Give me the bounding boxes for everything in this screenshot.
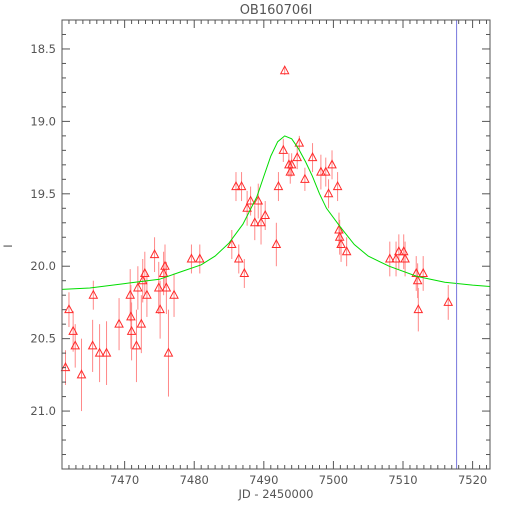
data-point [231,181,241,191]
data-point [300,173,310,183]
data-point [76,369,87,379]
data-point [139,267,150,277]
x-tick-label: 7500 [319,473,348,487]
data-point [242,202,252,212]
x-tick-label: 7510 [388,473,417,487]
data-point [253,195,264,205]
chart-title: OB160706I [240,3,313,18]
data-point [64,304,74,314]
x-tick-label: 7480 [180,473,209,487]
data-point [126,325,137,335]
data-point [131,340,142,350]
data-point [307,152,318,162]
data-point [398,246,409,256]
data-point [249,217,260,227]
data-point [236,181,247,191]
data-point [70,340,81,350]
data-points [60,65,454,379]
model-curve [61,135,491,290]
data-point [158,267,169,277]
data-point [239,267,250,277]
data-point [334,231,345,241]
data-point [155,304,165,314]
data-point [443,296,454,306]
data-point [278,144,289,154]
data-point [286,159,297,169]
data-point [136,318,147,328]
data-point [412,275,423,285]
data-point [194,253,205,263]
data-point [327,159,337,169]
data-point [133,282,143,292]
error-bars [64,66,449,412]
y-axis-label: I [1,244,15,247]
data-point [126,311,136,321]
data-point [87,340,98,350]
data-point [294,137,305,147]
x-tick-label: 7470 [110,473,139,487]
data-point [169,289,179,299]
data-point [271,238,282,248]
data-point [94,347,105,357]
data-point [153,282,164,292]
data-point [161,282,172,292]
data-point [320,166,331,176]
data-point [316,166,326,176]
data-point [125,289,136,299]
data-point [279,65,290,75]
data-point [292,152,303,162]
data-point [160,260,170,270]
x-tick-label: 7520 [458,473,487,487]
data-point [256,217,266,227]
y-axis-ticks: 18.5 19.0 19.5 20.0 20.5 21.0 [30,19,490,470]
data-point [186,253,197,263]
data-point [101,347,112,357]
data-point [260,209,271,220]
y-tick-label: 20.5 [30,332,56,346]
x-tick-label: 7490 [249,473,278,487]
data-point [413,304,424,314]
x-axis-label: JD - 2450000 [238,487,314,501]
data-point [233,253,244,263]
data-point [384,253,395,263]
y-tick-label: 18.5 [30,42,56,56]
x-axis-ticks: 7470 7480 7490 7500 7510 7520 [61,20,487,487]
data-point [88,289,99,299]
data-point [245,195,256,205]
y-tick-label: 20.0 [30,259,56,273]
data-point [400,253,410,263]
data-point [142,289,152,299]
y-tick-label: 19.0 [30,114,56,128]
data-point [418,267,429,277]
plot-frame [61,19,491,470]
data-point [332,181,343,191]
data-point [68,325,78,335]
data-point [393,246,404,256]
data-point [341,246,352,256]
data-point [137,275,148,285]
y-tick-label: 21.0 [30,404,56,418]
data-point [163,347,174,357]
data-point [336,238,346,248]
data-point [226,238,237,248]
data-point [60,362,71,372]
data-point [391,253,401,263]
data-point [114,318,124,328]
y-tick-label: 19.5 [30,187,56,201]
data-point [149,249,160,259]
data-point [273,181,284,191]
data-point [285,166,296,176]
data-point [323,188,334,198]
